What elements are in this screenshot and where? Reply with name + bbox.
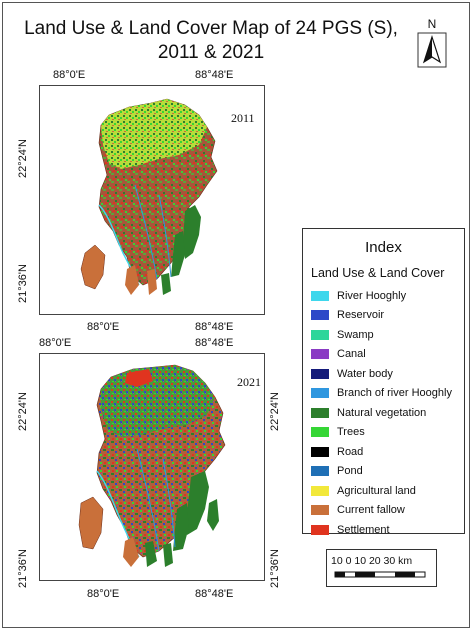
lon-label-2011-bottom-right: 88°48'E [195, 321, 234, 333]
map-title: Land Use & Land Cover Map of 24 PGS (S),… [11, 17, 411, 65]
legend-item: Swamp [311, 325, 452, 345]
legend-swatch [311, 407, 329, 418]
map-title-line-2: 2011 & 2021 [157, 42, 265, 63]
legend-item: Trees [311, 423, 452, 443]
north-arrow: N [416, 17, 448, 71]
legend-swatch [311, 290, 329, 301]
legend-item: Canal [311, 345, 452, 365]
legend-label: Current fallow [337, 504, 405, 517]
legend-item: Agricultural land [311, 481, 452, 501]
lon-label-2021-bottom-left: 88°0'E [87, 588, 120, 600]
lon-label-2021-top-right: 88°48'E [195, 337, 234, 349]
legend-swatch [311, 388, 329, 399]
legend-label: Road [337, 445, 364, 458]
legend-item: Reservoir [311, 306, 452, 326]
year-label-2011: 2011 [231, 111, 255, 125]
lat-label-2011-upper: 22°24'N [17, 139, 29, 178]
north-label: N [427, 17, 437, 31]
legend-item: Settlement [311, 520, 452, 540]
legend-label: Pond [337, 465, 363, 478]
scale-bar-graphic [334, 571, 426, 578]
legend-swatch [311, 349, 329, 360]
legend-swatch [311, 446, 329, 457]
legend-item: Current fallow [311, 501, 452, 521]
legend-items: River Hooghly Reservoir Swamp Canal Water bo… [311, 286, 452, 540]
legend-label: Canal [337, 348, 366, 361]
scale-bar-label: 10 0 10 20 30 km [331, 555, 413, 567]
legend-swatch [311, 466, 329, 477]
lat-label-2021-lower-right: 21°36'N [269, 549, 281, 588]
legend-item: Road [311, 442, 452, 462]
legend-label: Reservoir [337, 309, 385, 322]
legend-label: Agricultural land [337, 484, 416, 497]
lon-label-2021-top-left: 88°0'E [39, 337, 72, 349]
legend-swatch [311, 368, 329, 379]
legend-item: Branch of river Hooghly [311, 384, 452, 404]
legend-swatch [311, 485, 329, 496]
legend-item: Natural vegetation [311, 403, 452, 423]
map-2021-canvas [39, 353, 265, 581]
legend-label: Settlement [337, 523, 390, 536]
lon-label-2011-top-right: 88°48'E [195, 69, 234, 81]
scale-bar: 10 0 10 20 30 km [326, 549, 437, 587]
legend-subtitle: Land Use & Land Cover [311, 266, 445, 280]
legend-swatch [311, 329, 329, 340]
legend-label: Swamp [337, 328, 374, 341]
legend-label: River Hooghly [337, 289, 407, 302]
map-panel-2011: 2011 [39, 85, 265, 315]
legend-swatch [311, 310, 329, 321]
map-2011-canvas [39, 85, 265, 315]
legend-item: River Hooghly [311, 286, 452, 306]
map-title-line-1: Land Use & Land Cover Map of 24 PGS (S), [24, 18, 398, 39]
legend-label: Trees [337, 426, 365, 439]
legend-swatch [311, 505, 329, 516]
legend-label: Natural vegetation [337, 406, 427, 419]
year-label-2021: 2021 [237, 375, 261, 389]
map-legend: Index Land Use & Land Cover River Hooghl… [302, 228, 465, 536]
map-panel-2021: 2021 [39, 353, 265, 581]
lat-label-2021-upper-right: 22°24'N [269, 392, 281, 431]
legend-swatch [311, 524, 329, 535]
north-arrow-icon [417, 32, 447, 68]
legend-item: Pond [311, 462, 452, 482]
legend-swatch [311, 427, 329, 438]
lat-label-2021-upper-left: 22°24'N [17, 392, 29, 431]
lon-label-2011-top-left: 88°0'E [53, 69, 86, 81]
lat-label-2021-lower-left: 21°36'N [17, 549, 29, 588]
legend-label: Water body [337, 367, 393, 380]
lat-label-2011-lower: 21°36'N [17, 264, 29, 303]
legend-item: Water body [311, 364, 452, 384]
map-layout-frame: Land Use & Land Cover Map of 24 PGS (S),… [2, 2, 470, 628]
lon-label-2011-bottom-left: 88°0'E [87, 321, 120, 333]
legend-title: Index [365, 239, 402, 256]
legend-label: Branch of river Hooghly [337, 387, 452, 400]
lon-label-2021-bottom-right: 88°48'E [195, 588, 234, 600]
